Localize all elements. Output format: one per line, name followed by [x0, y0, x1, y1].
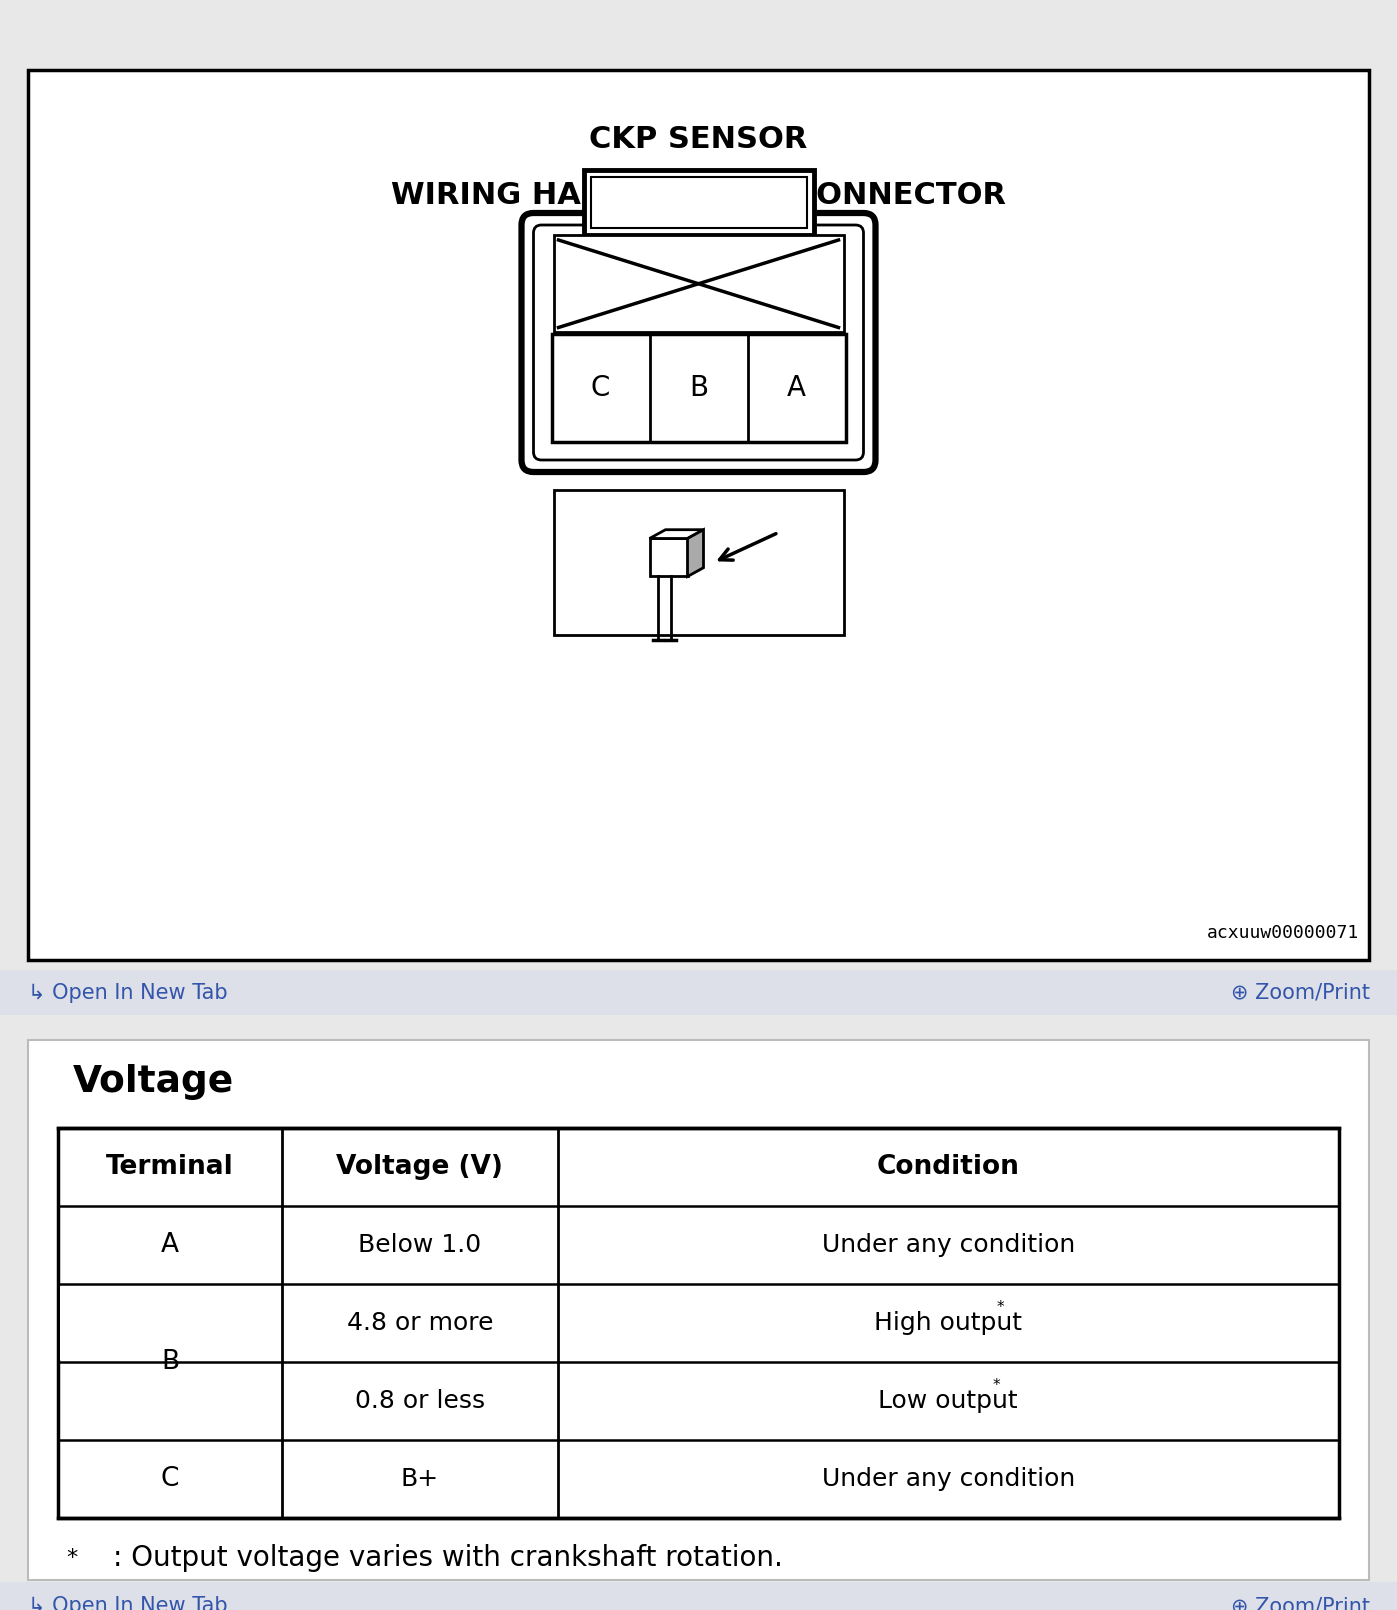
Text: B: B: [689, 374, 708, 402]
Text: Under any condition: Under any condition: [821, 1467, 1074, 1491]
Text: B+: B+: [401, 1467, 439, 1491]
Text: Terminal: Terminal: [106, 1154, 233, 1180]
Text: ↳ Open In New Tab: ↳ Open In New Tab: [28, 1596, 228, 1610]
Text: *: *: [993, 1378, 1000, 1393]
Text: ⊕ Zoom/Print: ⊕ Zoom/Print: [1231, 982, 1370, 1003]
Bar: [0, 1583, 1397, 1610]
Bar: [60, 1286, 281, 1360]
Text: ↳ Open In New Tab: ↳ Open In New Tab: [28, 982, 228, 1003]
Text: C: C: [591, 374, 610, 402]
Text: B: B: [161, 1349, 179, 1375]
FancyBboxPatch shape: [534, 225, 863, 460]
Bar: [28, 69, 1369, 960]
FancyBboxPatch shape: [521, 213, 876, 472]
Text: Condition: Condition: [877, 1154, 1020, 1180]
Bar: [553, 235, 844, 333]
Text: Voltage: Voltage: [73, 1064, 235, 1100]
Text: A: A: [161, 1232, 179, 1257]
Text: Low output: Low output: [879, 1389, 1018, 1414]
Bar: [552, 335, 845, 443]
Bar: [59, 1129, 1338, 1518]
Text: Under any condition: Under any condition: [821, 1233, 1074, 1257]
Text: CKP SENSOR: CKP SENSOR: [590, 126, 807, 155]
Polygon shape: [687, 530, 704, 576]
Text: Below 1.0: Below 1.0: [358, 1233, 482, 1257]
Text: : Output voltage varies with crankshaft rotation.: : Output voltage varies with crankshaft …: [113, 1544, 782, 1571]
Text: 4.8 or more: 4.8 or more: [346, 1311, 493, 1335]
Polygon shape: [650, 530, 704, 538]
Text: WIRING HARNESS SIDE CONNECTOR: WIRING HARNESS SIDE CONNECTOR: [391, 180, 1006, 209]
Text: acxuuw00000071: acxuuw00000071: [1207, 924, 1359, 942]
Bar: [0, 969, 1397, 1014]
Text: ⊕ Zoom/Print: ⊕ Zoom/Print: [1231, 1596, 1370, 1610]
Bar: [553, 489, 844, 634]
Text: *: *: [997, 1299, 1004, 1314]
Bar: [584, 171, 813, 235]
Text: C: C: [161, 1467, 179, 1492]
Bar: [650, 538, 687, 576]
Text: High output: High output: [875, 1311, 1023, 1335]
Text: *: *: [66, 1547, 77, 1568]
Text: 0.8 or less: 0.8 or less: [355, 1389, 485, 1414]
Text: Voltage (V): Voltage (V): [337, 1154, 503, 1180]
Bar: [28, 1040, 1369, 1579]
Bar: [591, 177, 806, 229]
Text: A: A: [787, 374, 806, 402]
